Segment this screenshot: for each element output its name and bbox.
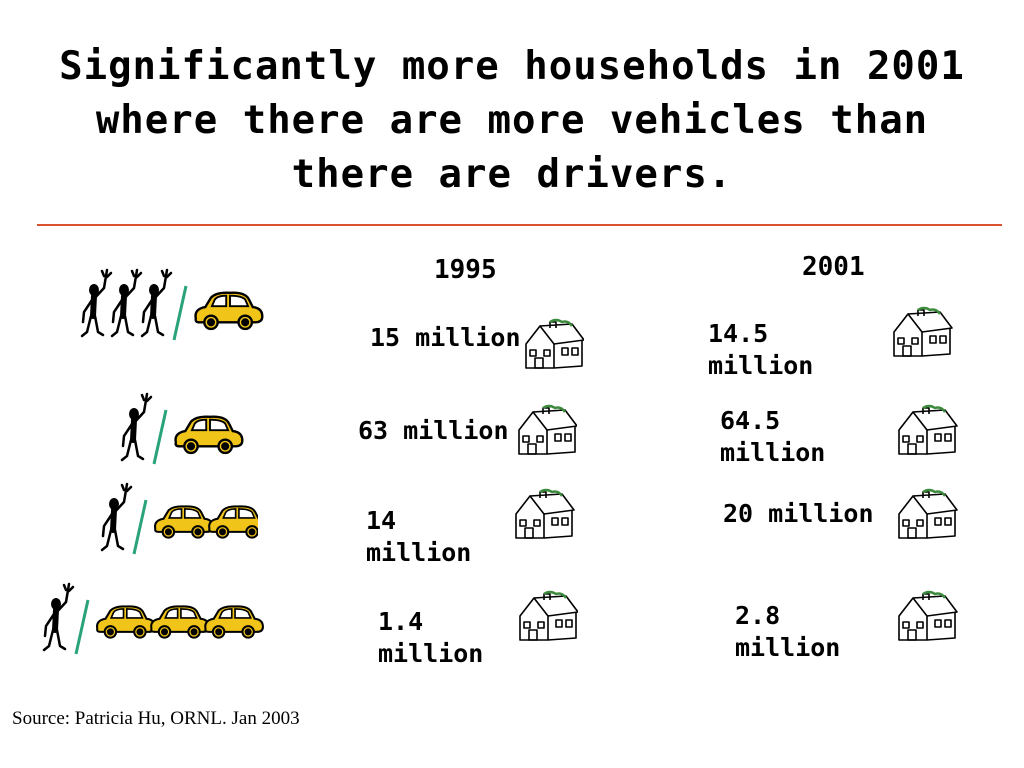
- value-1995-row2: 63 million: [358, 416, 509, 445]
- value-1995-row3: 14 million: [366, 506, 472, 567]
- value-2001-row1: 14.5 million: [708, 319, 814, 380]
- house-icon: [525, 318, 584, 369]
- house-icon: [518, 404, 577, 455]
- house-icon: [898, 404, 958, 455]
- column-header-1995: 1995: [434, 255, 497, 285]
- value-1995-row4: 1.4 million: [378, 607, 484, 668]
- value-2001-row4: 2.8 million: [735, 601, 841, 662]
- house-icon: [898, 590, 958, 641]
- source-note: Source: Patricia Hu, ORNL. Jan 2003: [12, 708, 300, 729]
- house-icon: [898, 488, 958, 539]
- one-driver-three-cars-icon: [42, 582, 264, 655]
- value-2001-row3: 20 million: [723, 499, 874, 528]
- house-icon: [893, 306, 953, 357]
- title-divider: [37, 224, 1002, 226]
- slide-title: Significantly more households in 2001 wh…: [59, 44, 965, 197]
- one-driver-two-cars-icon: [100, 482, 258, 555]
- house-icon: [519, 590, 578, 641]
- one-driver-one-car-icon: [120, 392, 244, 465]
- column-header-2001: 2001: [802, 252, 865, 282]
- three-drivers-one-car-icon: [80, 268, 264, 341]
- house-icon: [515, 488, 575, 539]
- value-2001-row2: 64.5 million: [720, 406, 826, 467]
- value-1995-row1: 15 million: [370, 323, 521, 352]
